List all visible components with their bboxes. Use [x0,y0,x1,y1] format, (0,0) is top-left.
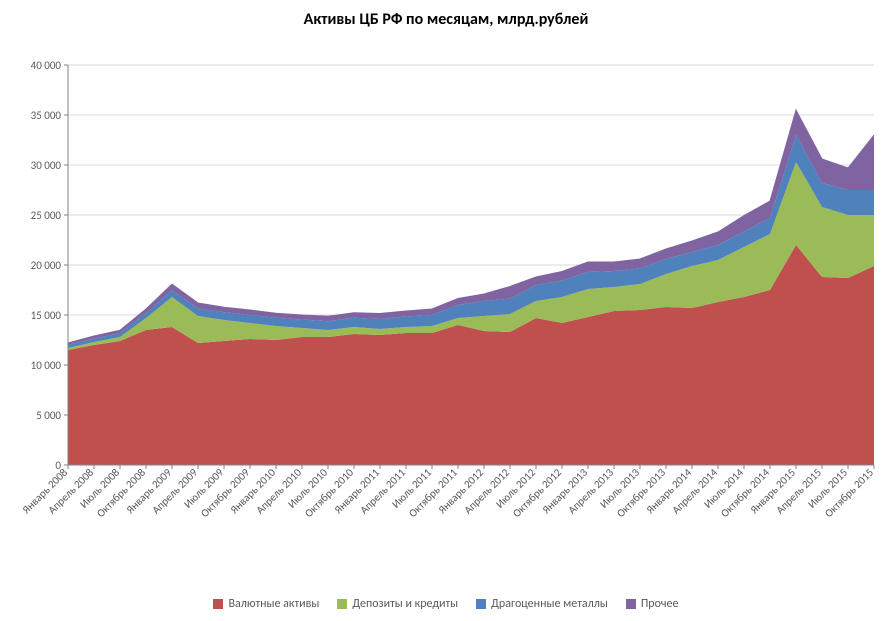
legend-label: Валютные активы [228,597,319,611]
svg-text:40 000: 40 000 [31,59,62,72]
legend-item: Валютные активы [213,597,319,611]
legend-label: Драгоценные металлы [491,597,608,611]
svg-text:10 000: 10 000 [31,359,62,372]
legend-swatch [626,599,636,609]
legend-swatch [213,599,223,609]
svg-text:5 000: 5 000 [36,409,61,422]
legend-label: Прочее [641,597,679,611]
chart-title: Активы ЦБ РФ по месяцам, млрд.рублей [10,10,882,29]
legend-swatch [476,599,486,609]
svg-text:25 000: 25 000 [31,209,62,222]
legend-label: Депозиты и кредиты [352,597,458,611]
legend-swatch [337,599,347,609]
svg-text:35 000: 35 000 [31,109,62,122]
svg-text:15 000: 15 000 [31,309,62,322]
chart-container: Активы ЦБ РФ по месяцам, млрд.рублей 05 … [10,10,882,611]
svg-text:30 000: 30 000 [31,159,62,172]
svg-text:20 000: 20 000 [31,259,62,272]
legend: Валютные активы Депозиты и кредиты Драгоце… [10,597,882,611]
area-chart: 05 00010 00015 00020 00025 00030 00035 0… [10,35,882,595]
legend-item: Прочее [626,597,679,611]
legend-item: Драгоценные металлы [476,597,608,611]
legend-item: Депозиты и кредиты [337,597,458,611]
